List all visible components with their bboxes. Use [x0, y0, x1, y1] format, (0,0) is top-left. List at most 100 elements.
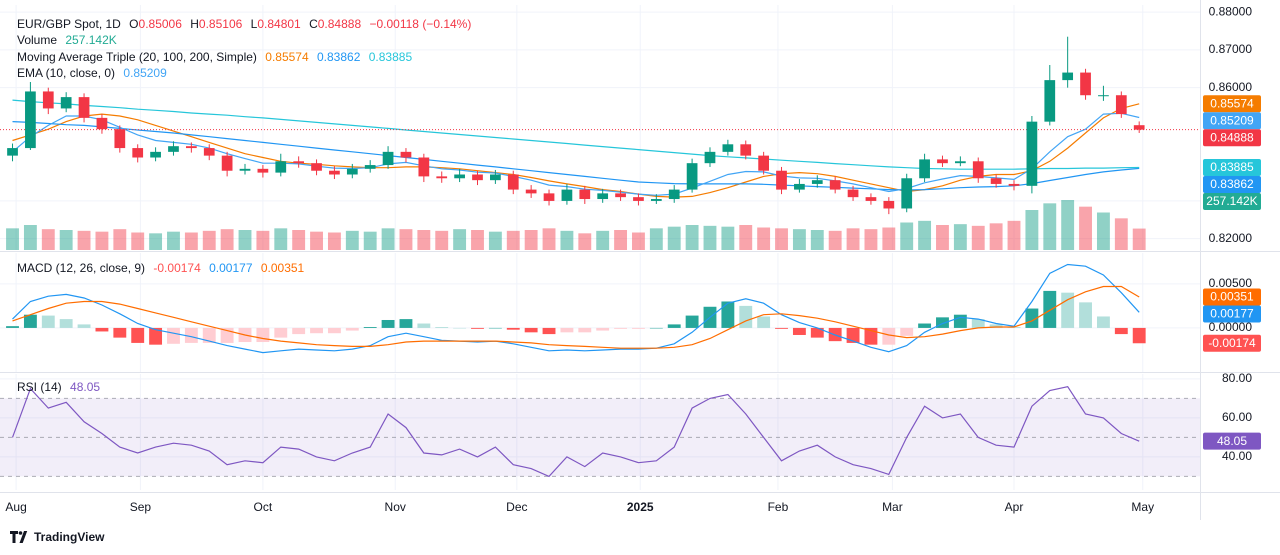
- candle-body: [990, 178, 1002, 184]
- volume-bar: [632, 232, 645, 250]
- y-tick-label: 0.86000: [1209, 80, 1253, 94]
- value-tag-label: 0.85574: [1210, 96, 1254, 110]
- candle-body: [668, 189, 680, 200]
- candle-body: [722, 144, 734, 152]
- symbol: EUR/GBP Spot, 1D: [17, 17, 121, 31]
- candle-body: [1115, 95, 1127, 115]
- volume-bar: [131, 232, 145, 250]
- ohlc-value: 0.84801: [257, 17, 301, 31]
- x-tick-label: Dec: [506, 500, 527, 514]
- candle-body: [7, 148, 18, 156]
- candle-body: [132, 148, 144, 158]
- volume-bar: [95, 231, 109, 250]
- histogram-bar: [1079, 302, 1092, 328]
- candle-body: [829, 180, 841, 190]
- candle-body: [168, 146, 179, 152]
- histogram-bar: [596, 327, 610, 331]
- volume-bar: [560, 230, 574, 250]
- brand: TradingView: [10, 530, 104, 544]
- volume-bar: [882, 227, 896, 250]
- candle-body: [579, 189, 591, 200]
- candle-body: [758, 155, 770, 171]
- value-tag: [1203, 159, 1261, 177]
- volume-bar: [417, 230, 431, 250]
- value-tag-label: 0.00177: [1210, 307, 1254, 321]
- volume-bar: [1132, 228, 1146, 250]
- volume-bar: [435, 230, 449, 250]
- candle-body: [472, 174, 483, 181]
- volume-bar: [238, 230, 252, 250]
- histogram-bar: [131, 327, 145, 343]
- y-tick-label: 0.00500: [1209, 276, 1253, 290]
- histogram-bar: [399, 319, 413, 328]
- value-tag: [1203, 305, 1261, 323]
- x-tick-label: Feb: [768, 500, 789, 514]
- volume-bar: [667, 226, 681, 250]
- histogram-bar: [989, 324, 1003, 328]
- histogram-bar: [542, 327, 556, 335]
- candle-body: [633, 197, 644, 201]
- value-tag-label: 0.85209: [1210, 113, 1254, 127]
- y-tick-label: 0.82000: [1209, 231, 1253, 245]
- candle-body: [221, 155, 233, 171]
- volume-bar: [1061, 200, 1075, 250]
- x-tick-label: Mar: [882, 500, 903, 514]
- candle-body: [311, 163, 322, 171]
- volume-bar: [614, 230, 628, 250]
- indicator-value: 0.85209: [123, 66, 167, 81]
- volume-bar: [721, 226, 735, 250]
- volume-bar: [167, 231, 180, 250]
- histogram-bar: [864, 327, 878, 345]
- rsi-legend: RSI (14) 48.05: [17, 379, 100, 395]
- y-tick-label: 40.00: [1222, 449, 1252, 463]
- histogram-bar: [685, 315, 699, 328]
- indicator-title: MACD (12, 26, close, 9): [17, 261, 146, 275]
- volume-bar: [23, 225, 37, 250]
- volume-bar: [363, 231, 377, 250]
- candle-body: [346, 168, 358, 175]
- volume-bar: [453, 229, 467, 250]
- volume-bar: [6, 228, 19, 250]
- candle-body: [490, 174, 501, 181]
- histogram-bar: [882, 327, 896, 345]
- volume-bar: [971, 225, 985, 250]
- candle-body: [525, 189, 537, 194]
- candle-body: [561, 189, 573, 201]
- volume-bar: [77, 230, 91, 250]
- ohlc-key: L: [250, 17, 258, 31]
- candle-body: [1026, 121, 1038, 186]
- volume-bar: [649, 228, 663, 250]
- volume-bar: [953, 224, 967, 250]
- histogram-bar: [1132, 327, 1146, 344]
- volume-bar: [1043, 203, 1057, 250]
- histogram-bar: [113, 327, 127, 338]
- volume-bar: [524, 230, 538, 250]
- candle-body: [954, 161, 966, 164]
- histogram-bar: [202, 327, 216, 343]
- indicator-line: [12, 103, 1140, 198]
- indicator-value: 0.83885: [368, 49, 413, 64]
- histogram-bar: [739, 305, 753, 328]
- value-tag-label: 0.83862: [1210, 177, 1254, 191]
- candle-body: [615, 193, 626, 198]
- candle-body: [78, 97, 90, 118]
- indicator-value: -0.00174: [153, 261, 201, 275]
- value-tag: [1203, 95, 1261, 113]
- volume-bar: [1007, 220, 1021, 250]
- histogram-bar: [149, 327, 163, 345]
- histogram-bar: [721, 301, 735, 328]
- value-tag-label: 0.00351: [1210, 290, 1254, 304]
- candle-body: [1133, 125, 1145, 130]
- indicator-title: Volume: [17, 33, 58, 48]
- indicator-line: [12, 99, 1140, 170]
- candle-body: [239, 168, 251, 171]
- indicator-line: [12, 121, 1140, 191]
- candle-body: [1098, 95, 1109, 97]
- value-tag: [1203, 193, 1261, 211]
- indicator-value: 0.85574: [265, 49, 309, 64]
- histogram-bar: [506, 327, 520, 330]
- ohlc-value: 0.85106: [198, 17, 243, 31]
- value-tag: [1203, 432, 1261, 450]
